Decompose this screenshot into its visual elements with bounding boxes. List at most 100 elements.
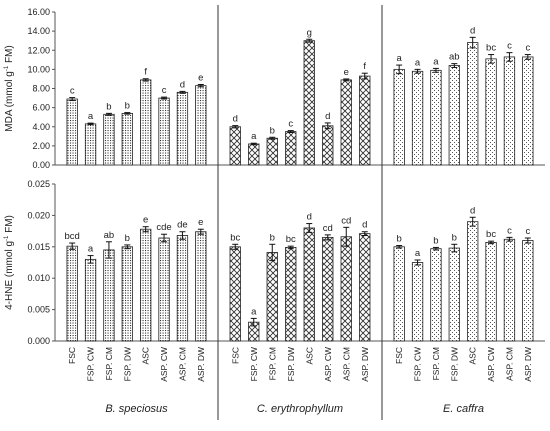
significance-letter: a — [88, 111, 94, 122]
significance-letter: bc — [230, 232, 240, 243]
significance-letter: b — [125, 101, 130, 112]
significance-letter: a — [433, 56, 439, 67]
y-tick-label: 0.025 — [27, 179, 50, 189]
x-tick-label: FSC — [230, 347, 240, 364]
x-tick-label: ASC — [141, 347, 151, 364]
significance-letter: d — [362, 220, 367, 231]
y-tick-label: 6.00 — [32, 103, 50, 113]
species-label: B. speciosus — [105, 403, 168, 415]
bar — [485, 242, 497, 342]
bar — [84, 258, 97, 342]
bar — [84, 123, 97, 166]
significance-letter: c — [288, 119, 293, 130]
significance-letter: e — [198, 217, 203, 228]
significance-letter: bc — [486, 229, 496, 240]
bar — [503, 56, 516, 166]
bar — [121, 246, 133, 342]
significance-letter: c — [525, 226, 530, 237]
x-tick-label: ASP. DW — [360, 347, 370, 382]
y-tick-label: 0.010 — [27, 273, 50, 283]
y-tick-label: 4.00 — [32, 122, 50, 132]
bar — [195, 231, 207, 342]
x-tick-label: FSP. CM — [267, 347, 277, 380]
y-axis-title: MDA (mmol g-1 FM) — [4, 45, 15, 131]
y-tick-label: 2.00 — [32, 141, 50, 151]
bar — [103, 113, 115, 166]
significance-letter: d — [325, 111, 330, 122]
significance-letter: g — [307, 27, 312, 38]
x-tick-label: FSP. DW — [122, 347, 132, 381]
significance-letter: d — [233, 114, 238, 125]
y-tick-label: 16.00 — [27, 7, 50, 17]
bar — [448, 65, 460, 166]
x-tick-label: ASP. CW — [323, 347, 333, 382]
species-label: C. erythrophyllum — [257, 403, 343, 415]
bar — [195, 85, 207, 166]
significance-letter: e — [198, 72, 203, 83]
significance-letter: bc — [486, 43, 496, 54]
bar — [411, 70, 424, 166]
bar — [485, 58, 497, 166]
y-tick-label: 12.00 — [27, 45, 50, 55]
significance-letter: ab — [104, 230, 115, 241]
x-tick-label: FSP. CW — [249, 347, 259, 381]
bar — [66, 245, 78, 342]
bar — [266, 137, 278, 166]
bar — [522, 240, 534, 342]
y-tick-label: 0.005 — [27, 305, 50, 315]
x-tick-label: ASC — [304, 347, 314, 364]
bar — [266, 252, 278, 342]
x-tick-label: FSC — [67, 347, 77, 364]
x-tick-label: FSP. CM — [431, 347, 441, 380]
bar — [448, 247, 460, 342]
y-tick-label: 0.015 — [27, 242, 50, 252]
significance-letter: b — [270, 125, 275, 136]
bar — [103, 249, 115, 342]
bar — [393, 68, 405, 166]
significance-letter: c — [507, 225, 512, 236]
bar — [340, 236, 352, 342]
bar — [359, 233, 371, 342]
bar — [140, 79, 152, 166]
bar — [176, 235, 189, 342]
significance-letter: c — [162, 85, 167, 96]
x-tick-label: FSP. CW — [413, 347, 423, 381]
significance-letter: f — [363, 61, 366, 72]
x-tick-label: ASC — [468, 347, 478, 364]
bar — [303, 40, 315, 166]
significance-letter: b — [125, 233, 130, 244]
significance-letter: a — [251, 131, 257, 142]
y-tick-label: 10.00 — [27, 64, 50, 74]
x-tick-label: ASP. DW — [196, 347, 206, 382]
bar — [158, 97, 170, 166]
bar — [430, 248, 442, 342]
bar — [229, 246, 241, 342]
bar — [430, 69, 442, 166]
significance-letter: bcd — [65, 231, 80, 242]
y-tick-label: 0.00 — [32, 160, 50, 170]
significance-letter: cde — [156, 222, 171, 233]
significance-letter: a — [397, 53, 403, 64]
x-tick-label: ASP. CW — [159, 347, 169, 382]
significance-letter: a — [251, 306, 257, 317]
bar — [322, 236, 334, 342]
bar — [522, 56, 534, 166]
significance-letter: c — [70, 86, 75, 97]
significance-letter: e — [344, 67, 349, 78]
bar — [322, 125, 334, 166]
bar — [503, 238, 516, 342]
bar — [121, 112, 133, 166]
y-tick-label: 8.00 — [32, 84, 50, 94]
significance-letter: f — [144, 67, 147, 78]
bar — [303, 227, 315, 342]
y-tick-label: 0.000 — [27, 336, 50, 346]
bar — [285, 131, 297, 166]
significance-letter: b — [106, 101, 111, 112]
bar — [467, 221, 479, 342]
y-tick-label: 0.020 — [27, 210, 50, 220]
significance-letter: cd — [341, 215, 351, 226]
significance-letter: a — [415, 57, 421, 68]
significance-letter: d — [180, 79, 185, 90]
species-label: E. caffra — [443, 403, 484, 415]
